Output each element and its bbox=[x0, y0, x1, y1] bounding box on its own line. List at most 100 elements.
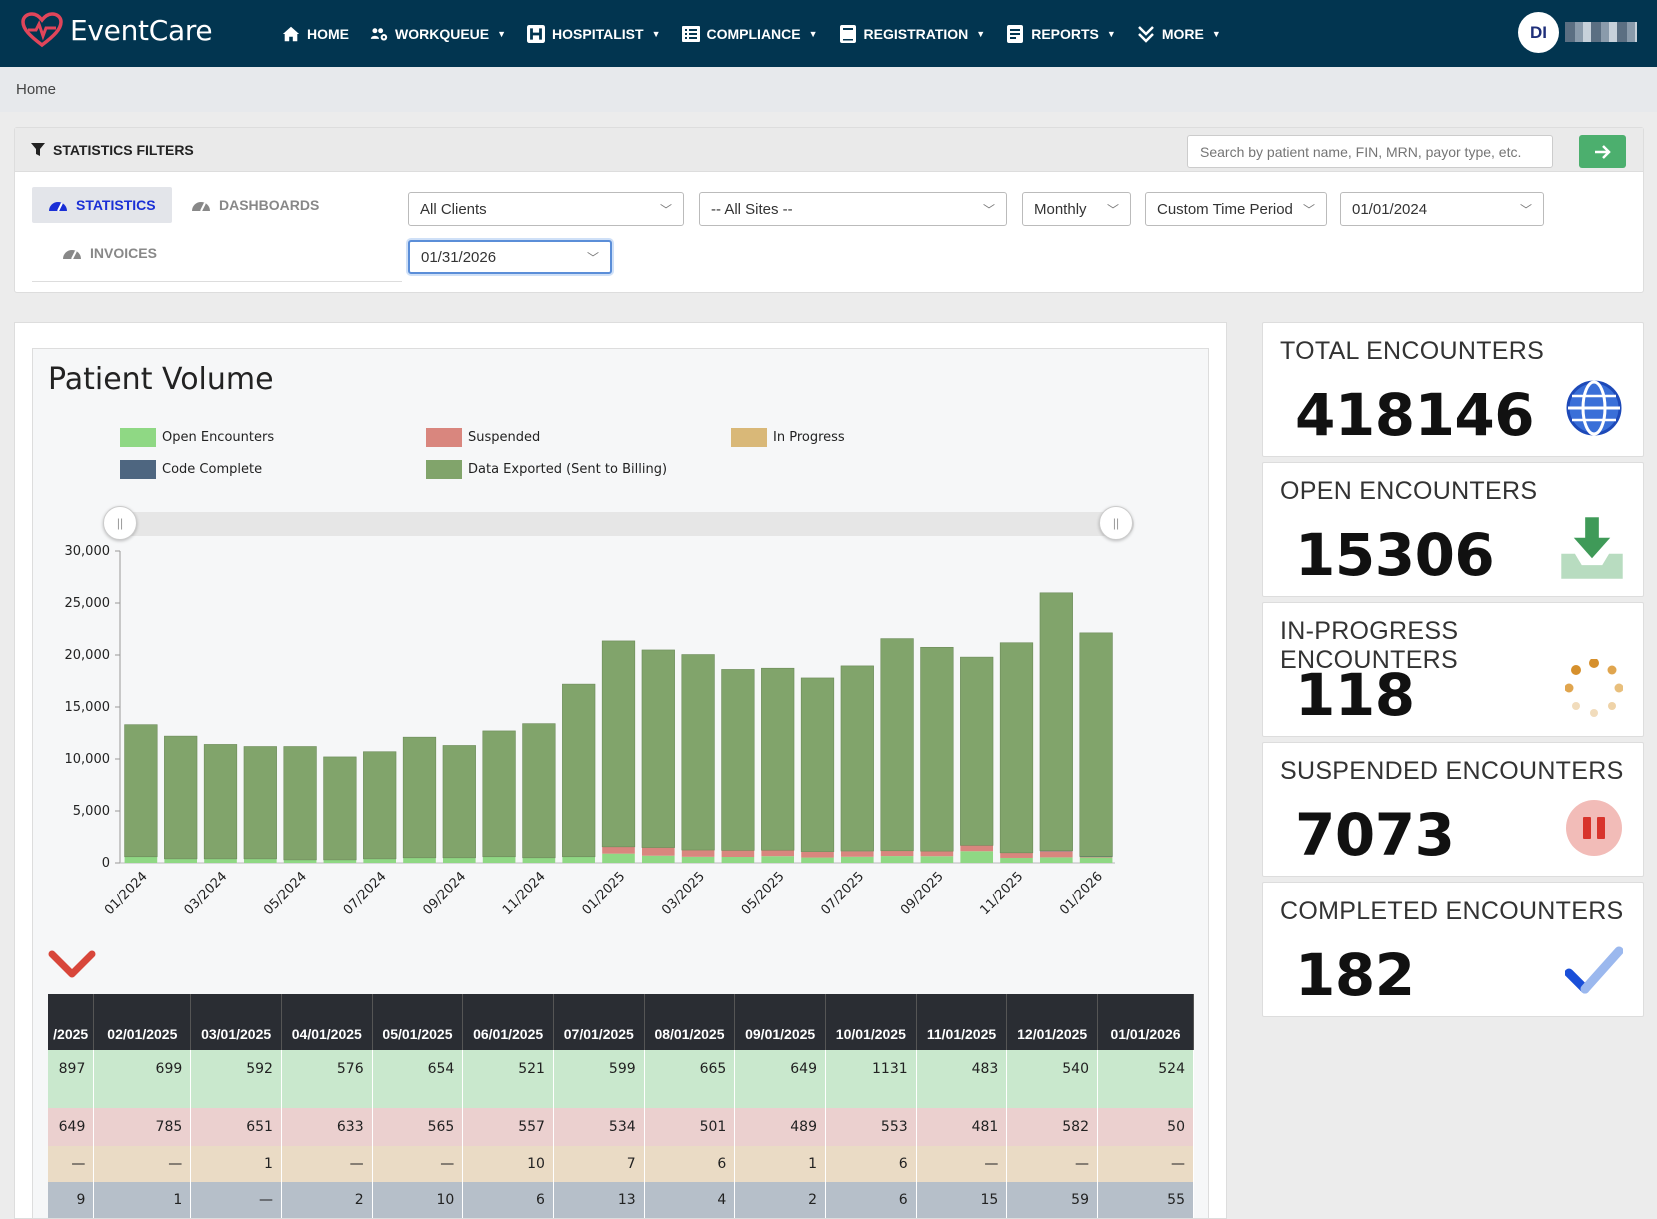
bar-segment[interactable] bbox=[999, 642, 1034, 854]
legend-in-progress[interactable]: In Progress bbox=[731, 428, 845, 447]
bar-segment[interactable] bbox=[641, 649, 675, 848]
tab-dashboards[interactable]: DASHBOARDS bbox=[175, 187, 335, 223]
nav-workqueue[interactable]: WORKQUEUE ▼ bbox=[370, 25, 506, 43]
bar-segment[interactable] bbox=[323, 859, 357, 863]
site-select[interactable]: -- All Sites -- ﹀ bbox=[699, 192, 1007, 226]
bar-segment[interactable] bbox=[164, 735, 198, 860]
bar-segment[interactable] bbox=[482, 856, 516, 863]
bar-segment[interactable] bbox=[761, 850, 795, 857]
bar-segment[interactable] bbox=[562, 683, 596, 858]
bar-segment[interactable] bbox=[1079, 632, 1113, 857]
start-date-select[interactable]: 01/01/2024 ﹀ bbox=[1340, 192, 1544, 226]
nav-hospitalist[interactable]: HOSPITALIST ▼ bbox=[527, 24, 661, 43]
bar-segment[interactable] bbox=[681, 856, 715, 863]
bar-segment[interactable] bbox=[920, 851, 954, 857]
bar-segment[interactable] bbox=[1039, 850, 1073, 852]
bar-segment[interactable] bbox=[801, 851, 834, 858]
table-header-cell[interactable]: 05/01/2025 bbox=[372, 994, 464, 1050]
bar-segment[interactable] bbox=[880, 850, 914, 857]
table-header-cell[interactable]: 07/01/2025 bbox=[553, 994, 645, 1050]
bar-segment[interactable] bbox=[204, 858, 237, 863]
bar-segment[interactable] bbox=[960, 845, 994, 852]
bar-segment[interactable] bbox=[681, 654, 715, 851]
bar-segment[interactable] bbox=[840, 856, 874, 863]
bar-segment[interactable] bbox=[920, 856, 954, 863]
app-logo[interactable]: EventCare bbox=[20, 12, 213, 48]
bar-segment[interactable] bbox=[761, 667, 795, 851]
table-header-cell[interactable]: 01/01/2026 bbox=[1097, 994, 1194, 1050]
bar-segment[interactable] bbox=[124, 856, 158, 863]
bar-segment[interactable] bbox=[283, 746, 317, 861]
nav-reports[interactable]: REPORTS ▼ bbox=[1006, 24, 1116, 43]
bar-segment[interactable] bbox=[602, 846, 635, 854]
nav-home[interactable]: HOME bbox=[282, 25, 349, 43]
table-header-cell[interactable]: 12/01/2025 bbox=[1006, 994, 1098, 1050]
bar-segment[interactable] bbox=[482, 730, 516, 858]
bar-segment[interactable] bbox=[522, 857, 556, 863]
bar-segment[interactable] bbox=[801, 857, 834, 863]
client-select[interactable]: All Clients ﹀ bbox=[408, 192, 684, 226]
range-slider-left-handle[interactable]: || bbox=[103, 506, 137, 540]
bar-segment[interactable] bbox=[363, 858, 397, 863]
bar-segment[interactable] bbox=[721, 669, 755, 851]
bar-segment[interactable] bbox=[442, 745, 476, 859]
collapse-chevron-icon[interactable] bbox=[48, 948, 96, 982]
search-submit-button[interactable] bbox=[1579, 135, 1626, 168]
legend-code-complete[interactable]: Code Complete bbox=[120, 460, 262, 479]
legend-suspended[interactable]: Suspended bbox=[426, 428, 540, 447]
bar-segment[interactable] bbox=[641, 855, 675, 863]
bar-segment[interactable] bbox=[562, 856, 596, 863]
bar-segment[interactable] bbox=[243, 858, 277, 863]
table-header-cell[interactable]: 08/01/2025 bbox=[644, 994, 736, 1050]
bar-segment[interactable] bbox=[721, 850, 755, 858]
table-header-cell[interactable]: 04/01/2025 bbox=[281, 994, 373, 1050]
tab-statistics[interactable]: STATISTICS bbox=[32, 187, 172, 223]
bar-segment[interactable] bbox=[203, 744, 238, 860]
bar-segment[interactable] bbox=[840, 665, 874, 852]
bar-segment[interactable] bbox=[800, 677, 835, 852]
nav-compliance[interactable]: COMPLIANCE ▼ bbox=[681, 25, 818, 43]
table-header-cell[interactable]: 06/01/2025 bbox=[462, 994, 554, 1050]
user-name-redacted[interactable] bbox=[1565, 22, 1637, 42]
legend-open-encounters[interactable]: Open Encounters bbox=[120, 428, 274, 447]
table-header-cell[interactable]: 11/01/2025 bbox=[916, 994, 1008, 1050]
end-date-select[interactable]: 01/31/2026 ﹀ bbox=[408, 240, 612, 274]
table-header-cell[interactable]: 09/01/2025 bbox=[734, 994, 826, 1050]
bar-segment[interactable] bbox=[323, 756, 357, 861]
nav-more[interactable]: MORE ▼ bbox=[1137, 25, 1221, 43]
table-header-cell[interactable]: 02/01/2025 bbox=[93, 994, 192, 1050]
bar-segment[interactable] bbox=[1000, 852, 1033, 858]
bar-segment[interactable] bbox=[402, 736, 437, 859]
legend-data-exported[interactable]: Data Exported (Sent to Billing) bbox=[426, 460, 667, 479]
table-header-cell[interactable]: /2025 bbox=[48, 994, 95, 1050]
tab-invoices[interactable]: INVOICES bbox=[46, 235, 173, 271]
bar-segment[interactable] bbox=[1039, 592, 1073, 852]
nav-registration[interactable]: REGISTRATION ▼ bbox=[839, 24, 985, 43]
bar-segment[interactable] bbox=[601, 640, 636, 848]
bar-segment[interactable] bbox=[522, 723, 556, 859]
bar-segment[interactable] bbox=[1079, 857, 1113, 863]
bar-segment[interactable] bbox=[363, 751, 397, 860]
bar-segment[interactable] bbox=[403, 857, 436, 863]
bar-segment[interactable] bbox=[283, 859, 317, 863]
range-slider-right-handle[interactable]: || bbox=[1099, 506, 1133, 540]
patient-search-input[interactable] bbox=[1187, 135, 1553, 168]
bar-segment[interactable] bbox=[124, 724, 158, 858]
bar-segment[interactable] bbox=[840, 851, 874, 857]
bar-segment[interactable] bbox=[880, 856, 914, 863]
table-header-cell[interactable]: 10/01/2025 bbox=[825, 994, 917, 1050]
user-avatar[interactable]: DI bbox=[1518, 12, 1559, 53]
bar-segment[interactable] bbox=[681, 850, 715, 857]
bar-segment[interactable] bbox=[1079, 857, 1113, 858]
breadcrumb-home[interactable]: Home bbox=[16, 81, 57, 98]
chart-range-slider[interactable] bbox=[112, 512, 1134, 536]
bar-segment[interactable] bbox=[243, 746, 277, 860]
bar-segment[interactable] bbox=[920, 646, 954, 852]
interval-select[interactable]: Monthly ﹀ bbox=[1022, 192, 1131, 226]
bar-segment[interactable] bbox=[960, 656, 994, 846]
bar-segment[interactable] bbox=[442, 857, 476, 863]
bar-segment[interactable] bbox=[1039, 851, 1073, 858]
table-header-cell[interactable]: 03/01/2025 bbox=[190, 994, 282, 1050]
bar-segment[interactable] bbox=[1039, 857, 1073, 863]
bar-segment[interactable] bbox=[641, 847, 675, 856]
